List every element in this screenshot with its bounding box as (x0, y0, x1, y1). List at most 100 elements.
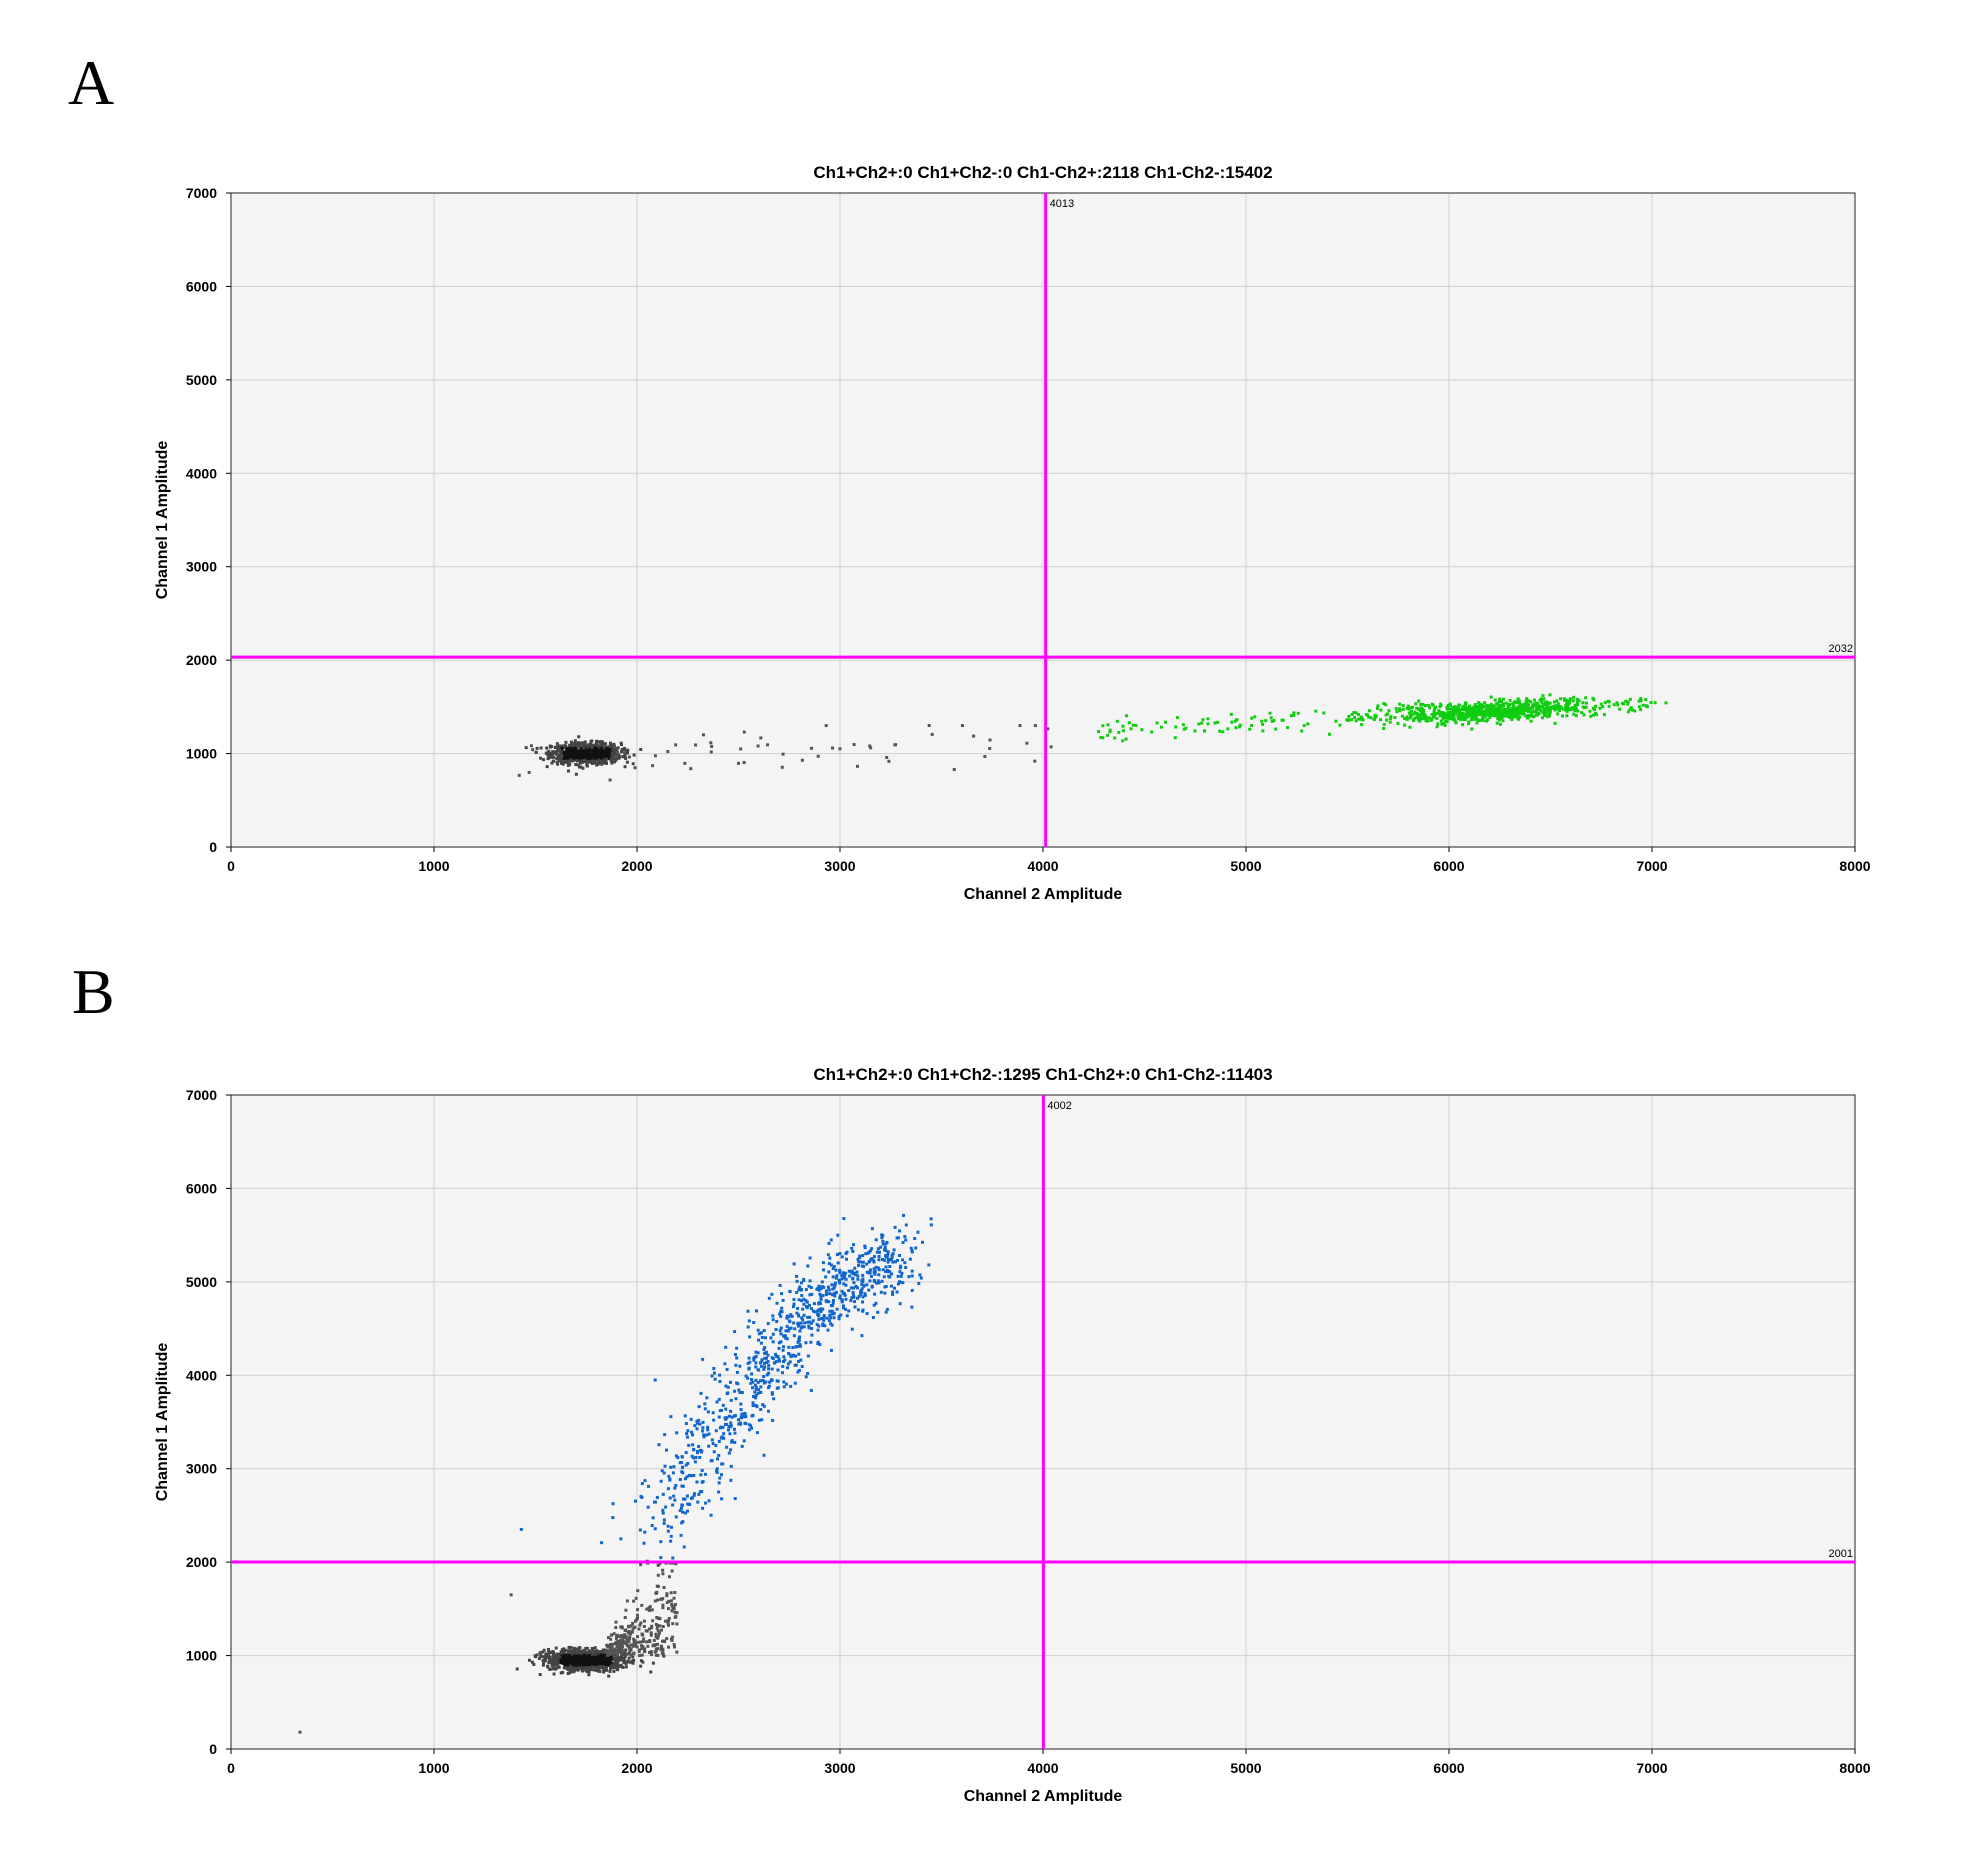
droplet-point (587, 1666, 591, 1670)
droplet-point (872, 1260, 876, 1264)
droplet-point (793, 1327, 797, 1331)
droplet-point (799, 1288, 803, 1292)
droplet-point (546, 751, 550, 755)
droplet-point (851, 1271, 855, 1275)
droplet-point (618, 755, 622, 759)
droplet-point (877, 1268, 881, 1272)
droplet-point (705, 1396, 709, 1400)
droplet-point (756, 1391, 760, 1395)
droplet-point (1454, 711, 1458, 715)
droplet-point (1513, 715, 1517, 719)
droplet-point (587, 1649, 591, 1653)
droplet-point (1535, 707, 1539, 711)
droplet-point (781, 1298, 785, 1302)
droplet-point (809, 1388, 813, 1392)
droplet-point (838, 1271, 842, 1275)
droplet-point (742, 760, 746, 764)
droplet-point (669, 1539, 673, 1543)
droplet-point (1542, 713, 1546, 717)
droplet-point (562, 1647, 566, 1651)
droplet-point (783, 1334, 787, 1338)
droplet-point (1174, 725, 1178, 729)
droplet-point (1338, 723, 1342, 727)
y-tick-label: 1000 (186, 1648, 217, 1664)
droplet-point (637, 1640, 641, 1644)
y-tick-label: 2000 (186, 652, 217, 668)
droplet-point (635, 1613, 639, 1617)
droplet-point (875, 1281, 879, 1285)
droplet-point (831, 1312, 835, 1316)
droplet-point (907, 1275, 911, 1279)
droplet-point (822, 1268, 826, 1272)
droplet-point (560, 1648, 564, 1652)
droplet-point (717, 1453, 721, 1457)
droplet-point (1485, 719, 1489, 723)
droplet-point (861, 1295, 865, 1299)
droplet-point (808, 1315, 812, 1319)
droplet-point (819, 1309, 823, 1313)
droplet-point (1548, 708, 1552, 712)
droplet-point (695, 1419, 699, 1423)
droplet-point (1361, 718, 1365, 722)
ch1-threshold-label: 2001 (1829, 1548, 1853, 1560)
y-tick-label: 7000 (186, 185, 217, 201)
droplet-point (893, 1225, 897, 1229)
droplet-point (663, 1433, 667, 1437)
droplet-point (867, 1271, 871, 1275)
droplet-point (800, 1316, 804, 1320)
droplet-point (598, 1662, 602, 1666)
droplet-point (695, 1427, 699, 1431)
droplet-point (909, 1246, 913, 1250)
droplet-point (594, 1654, 598, 1658)
droplet-point (1451, 710, 1455, 714)
droplet-point (676, 1456, 680, 1460)
droplet-point (1410, 709, 1414, 713)
droplet-point (613, 757, 617, 761)
droplet-point (759, 1408, 763, 1412)
droplet-point (671, 1556, 675, 1560)
droplet-point (1382, 702, 1386, 706)
droplet-point (642, 1619, 646, 1623)
x-axis-label: Channel 2 Amplitude (964, 1788, 1123, 1805)
droplet-point (738, 1364, 742, 1368)
droplet-point (952, 768, 956, 772)
droplet-point (766, 1353, 770, 1357)
droplet-point (1382, 726, 1386, 730)
droplet-point (582, 759, 586, 763)
droplet-point (1417, 713, 1421, 717)
droplet-point (1488, 711, 1492, 715)
droplet-point (590, 739, 594, 743)
droplet-point (830, 1293, 834, 1297)
droplet-point (563, 1663, 567, 1667)
droplet-point (723, 1423, 727, 1427)
droplet-point (1456, 709, 1460, 713)
droplet-point (742, 730, 746, 734)
droplet-point (1456, 706, 1460, 710)
droplet-point (1517, 709, 1521, 713)
droplet-point (1364, 713, 1368, 717)
droplet-point (590, 762, 594, 766)
droplet-point (737, 1422, 741, 1426)
droplet-point (624, 1634, 628, 1638)
droplet-point (571, 1663, 575, 1667)
droplet-point (635, 1645, 639, 1649)
droplet-point (653, 1599, 657, 1603)
droplet-point (824, 1289, 828, 1293)
droplet-point (549, 755, 553, 759)
chart-title: Ch1+Ch2+:0 Ch1+Ch2-:0 Ch1-Ch2+:2118 Ch1-… (813, 163, 1272, 182)
droplet-point (594, 1668, 598, 1672)
droplet-point (1495, 702, 1499, 706)
ch1-threshold-label: 2032 (1829, 643, 1853, 655)
droplet-point (877, 1250, 881, 1254)
droplet-point (619, 1633, 623, 1637)
x-tick-label: 8000 (1839, 858, 1870, 874)
droplet-point (601, 1648, 605, 1652)
scatter-panel-a: 0 1000 2000 3000 4000 5000 6000 7000 80000100020… (154, 163, 1871, 903)
droplet-point (623, 751, 627, 755)
droplet-point (609, 750, 613, 754)
droplet-point (836, 1233, 840, 1237)
droplet-point (1464, 701, 1468, 705)
droplet-point (865, 1262, 869, 1266)
droplet-point (625, 1599, 629, 1603)
droplet-point (592, 1652, 596, 1656)
